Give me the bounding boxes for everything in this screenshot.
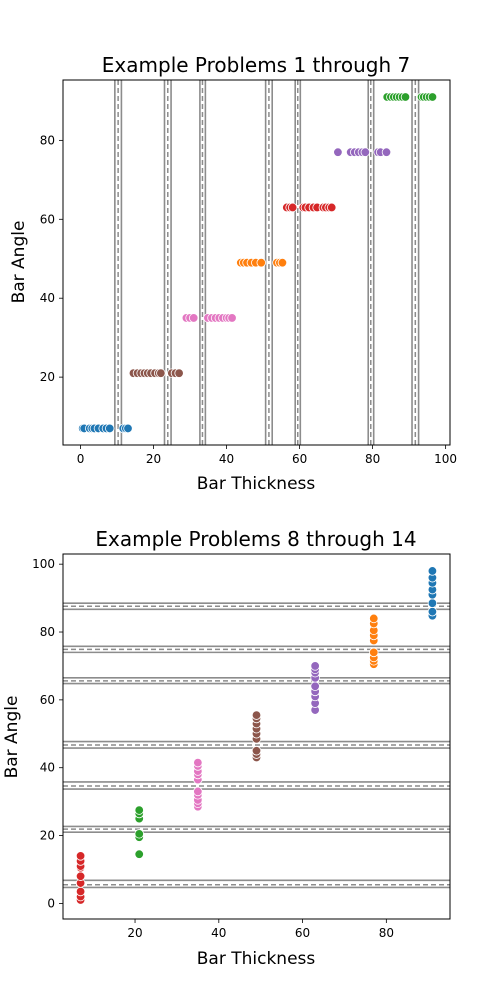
data-point [156, 368, 166, 378]
x-tick-label: 20 [146, 452, 161, 466]
y-tick-label: 20 [40, 829, 55, 843]
chart-2-y-ticks: 0 20 40 60 80 100 [32, 557, 63, 910]
y-tick-label: 20 [40, 370, 55, 384]
chart-2-plot-frame [62, 553, 451, 920]
data-point [75, 886, 86, 897]
data-point [310, 681, 320, 691]
data-point [277, 257, 288, 268]
chart-1-x-ticks: 0 20 40 60 80 100 [77, 445, 457, 466]
data-point [105, 423, 115, 434]
y-tick-label: 0 [47, 896, 55, 910]
data-point [369, 613, 379, 624]
x-tick-label: 20 [127, 926, 142, 940]
data-point [193, 757, 203, 768]
chart-2-x-axis-label: Bar Thickness [197, 949, 316, 969]
chart-1-y-axis-label: Bar Angle [9, 221, 29, 304]
chart-1-dividers [114, 80, 420, 445]
data-point [123, 423, 133, 434]
y-tick-label: 40 [40, 291, 55, 305]
y-tick-label: 80 [40, 625, 55, 639]
chart-2-x-ticks: 20 40 60 80 [127, 919, 394, 940]
y-tick-label: 60 [40, 693, 55, 707]
data-point [251, 746, 262, 756]
data-point [327, 202, 337, 213]
y-tick-label: 40 [40, 761, 55, 775]
x-tick-label: 40 [211, 926, 226, 940]
data-point [227, 313, 237, 323]
data-point [310, 661, 320, 671]
x-tick-label: 100 [434, 452, 457, 466]
data-point [427, 92, 438, 102]
data-point [427, 566, 438, 576]
data-point [369, 647, 379, 658]
data-point [134, 849, 144, 859]
data-point [381, 147, 392, 157]
data-point [360, 147, 370, 157]
data-point [193, 786, 203, 797]
chart-2-points [75, 566, 438, 905]
chart-1-title: Example Problems 1 through 7 [102, 53, 410, 77]
data-point [427, 606, 438, 617]
chart-2-y-axis-label: Bar Angle [2, 696, 22, 779]
data-point [75, 851, 86, 861]
x-tick-label: 60 [292, 452, 307, 466]
data-point [333, 147, 343, 157]
x-tick-label: 60 [295, 926, 310, 940]
chart-2-title: Example Problems 8 through 14 [95, 527, 416, 551]
y-tick-label: 80 [40, 133, 55, 147]
data-point [427, 598, 438, 608]
x-tick-label: 80 [365, 452, 380, 466]
chart-1-y-ticks: 20 40 60 80 [40, 133, 63, 384]
data-point [251, 710, 262, 720]
y-tick-label: 60 [40, 212, 55, 226]
data-point [189, 313, 199, 323]
data-point [134, 829, 144, 839]
data-point [174, 368, 184, 378]
data-point [287, 202, 298, 213]
y-tick-label: 100 [32, 557, 55, 571]
data-point [134, 805, 144, 815]
data-point [400, 92, 411, 102]
chart-1-x-axis-label: Bar Thickness [197, 474, 316, 494]
x-tick-label: 40 [219, 452, 234, 466]
chart-1-points [78, 92, 438, 434]
chart-2: Example Problems 8 through 14 20 40 60 80 0… [2, 527, 451, 969]
chart-1: Example Problems 1 through 7 0 20 40 60 80 10… [9, 53, 457, 494]
x-tick-label: 0 [77, 452, 85, 466]
data-point [75, 871, 86, 881]
x-tick-label: 80 [379, 926, 394, 940]
chart-1-plot-frame [62, 79, 451, 446]
data-point [256, 257, 266, 268]
